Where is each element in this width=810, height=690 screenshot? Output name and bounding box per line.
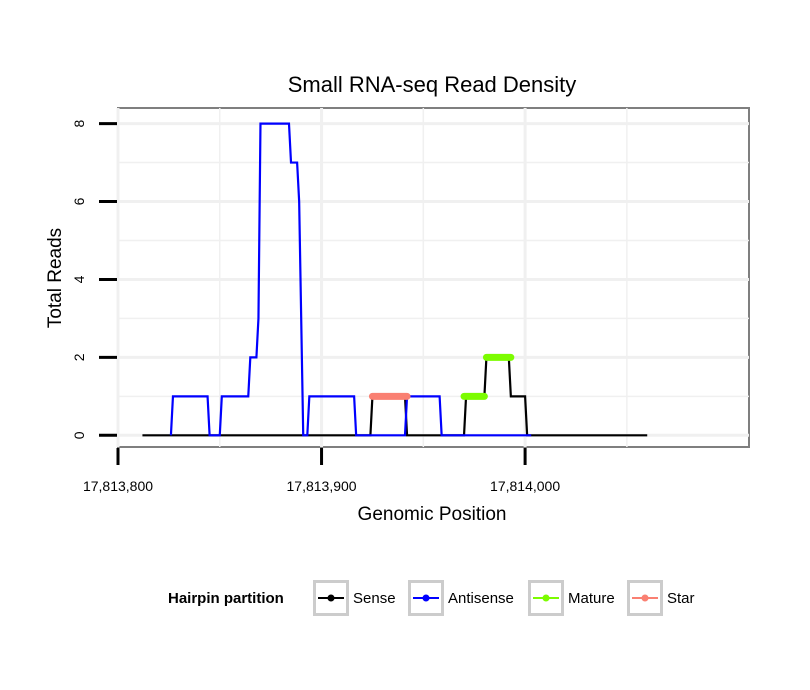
y-tick-label: 0: [71, 431, 87, 439]
legend-key-dot: [327, 594, 335, 602]
y-tick-label: 6: [71, 197, 87, 205]
series-layer: [142, 122, 648, 437]
y-tick-label: 2: [71, 353, 87, 361]
legend-label: Antisense: [448, 590, 514, 607]
legend-label: Star: [667, 590, 695, 607]
series-line-antisense: [169, 122, 532, 437]
chart-title: Small RNA-seq Read Density: [288, 72, 577, 97]
legend: Hairpin partition Sense Antisense Mature St…: [168, 580, 695, 616]
x-axis-label: Genomic Position: [358, 504, 507, 525]
x-tick-label: 17,813,800: [83, 478, 153, 494]
y-tick-label: 4: [71, 275, 87, 283]
y-axis-label: Total Reads: [45, 228, 66, 328]
legend-title: Hairpin partition: [168, 590, 284, 607]
legend-item-mature: Mature: [528, 580, 615, 616]
legend-item-antisense: Antisense: [408, 580, 514, 616]
legend-item-sense: Sense: [313, 580, 396, 616]
y-tick-label: 8: [71, 119, 87, 127]
y-axis: 0 2 4 6 8: [71, 119, 117, 439]
legend-label: Mature: [568, 590, 615, 607]
legend-key-dot: [641, 594, 649, 602]
x-axis: 17,813,800 17,813,900 17,814,000: [83, 448, 560, 494]
plot-panel: [117, 107, 750, 448]
x-tick-label: 17,814,000: [490, 478, 560, 494]
legend-key-dot: [422, 594, 430, 602]
legend-item-star: Star: [627, 580, 695, 616]
legend-key-dot: [542, 594, 550, 602]
x-tick-label: 17,813,900: [287, 478, 357, 494]
legend-label: Sense: [353, 590, 396, 607]
